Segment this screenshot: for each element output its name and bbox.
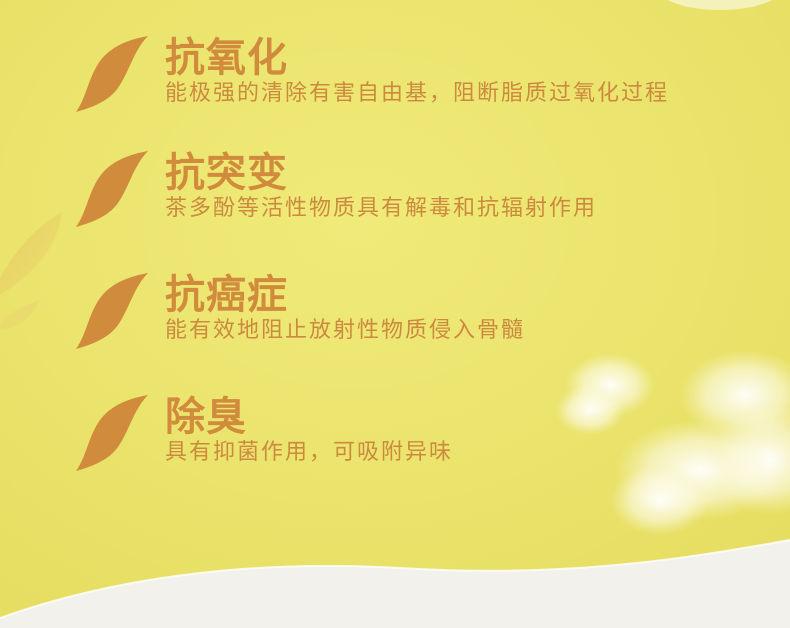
feature-title: 除臭 bbox=[165, 395, 247, 439]
feature-description: 能有效地阻止放射性物质侵入骨髓 bbox=[165, 318, 525, 344]
feature-description: 具有抑菌作用，可吸附异味 bbox=[165, 440, 453, 466]
feature-description: 能极强的清除有害自由基，阻断脂质过氧化过程 bbox=[165, 81, 669, 107]
feature-title: 抗突变 bbox=[165, 151, 288, 195]
leaf-icon bbox=[74, 273, 150, 353]
feature-deodorize: 除臭 具有抑菌作用，可吸附异味 bbox=[74, 395, 754, 485]
feature-description: 茶多酚等活性物质具有解毒和抗辐射作用 bbox=[165, 196, 597, 222]
feature-title: 抗氧化 bbox=[165, 36, 288, 80]
feature-antimutation: 抗突变 茶多酚等活性物质具有解毒和抗辐射作用 bbox=[74, 151, 754, 241]
feature-anticancer: 抗癌症 能有效地阻止放射性物质侵入骨髓 bbox=[74, 273, 754, 363]
leaf-icon bbox=[74, 395, 150, 475]
feature-title: 抗癌症 bbox=[165, 273, 288, 317]
feature-antioxidant: 抗氧化 能极强的清除有害自由基，阻断脂质过氧化过程 bbox=[74, 36, 754, 126]
leaf-icon bbox=[74, 36, 150, 116]
leaf-icon bbox=[74, 151, 150, 231]
